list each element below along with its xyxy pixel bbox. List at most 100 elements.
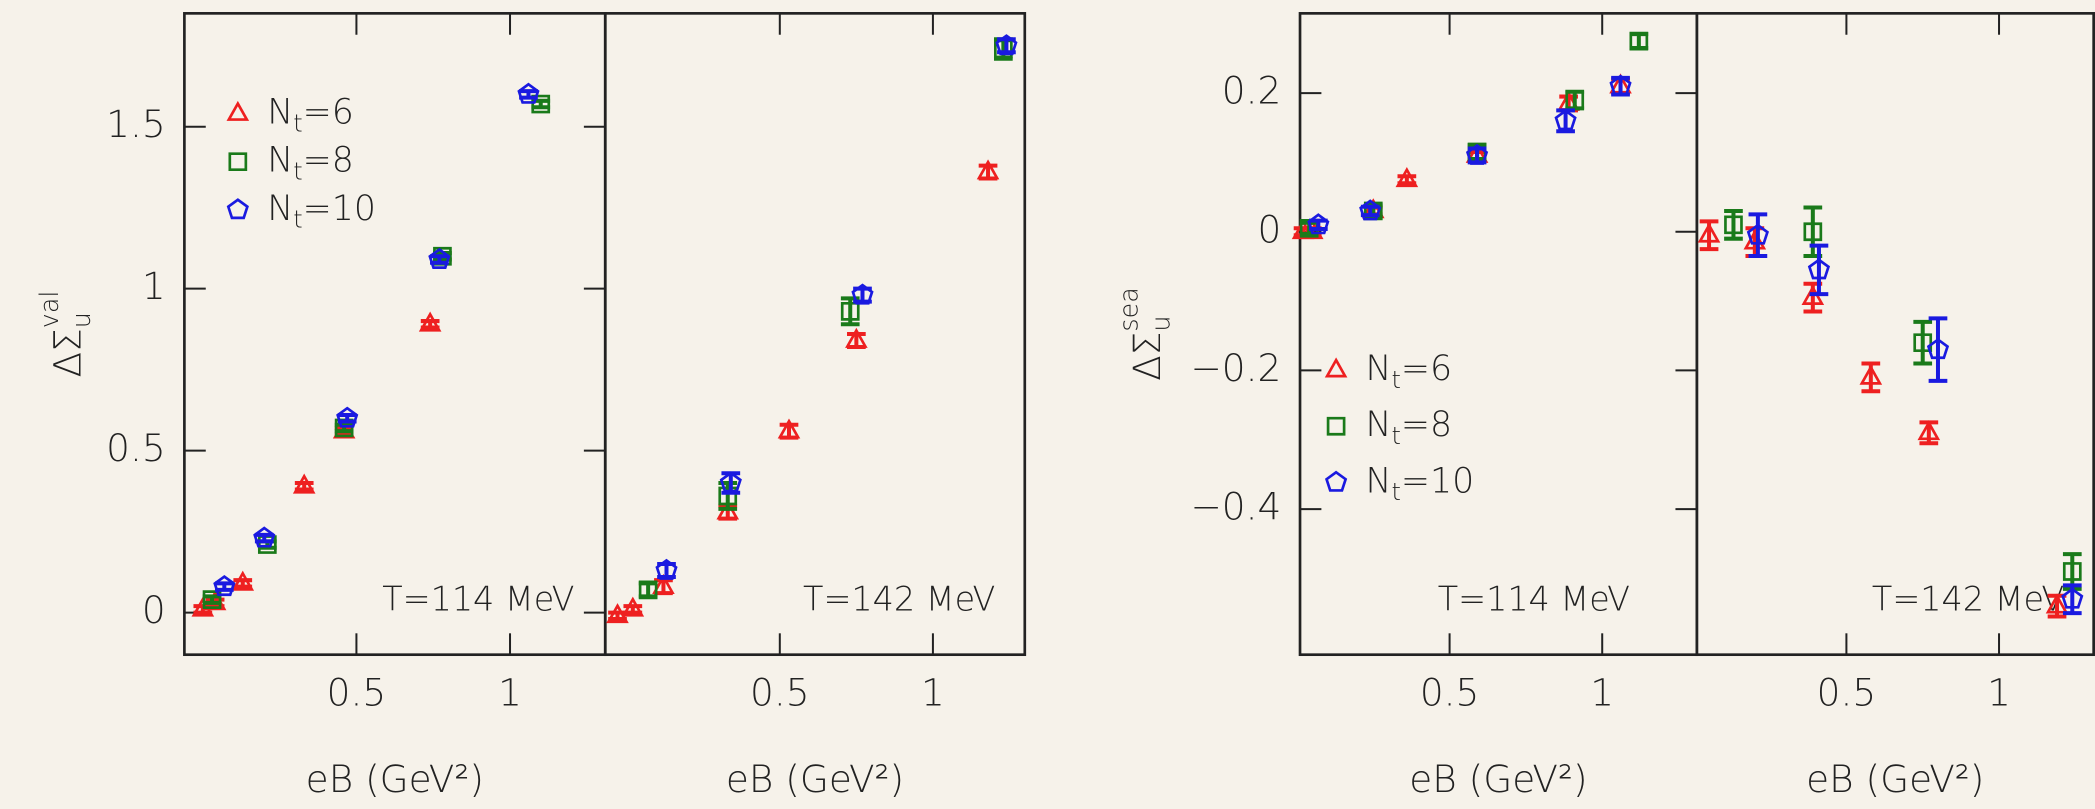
legend-marker [226,100,250,121]
y-axis-label: ΔΣusea [1113,287,1175,381]
marker [1917,420,1941,441]
plot-frame [1298,12,1699,657]
marker [1859,364,1883,385]
marker [1629,31,1649,51]
legend-text: N [1365,349,1391,389]
marker [2062,562,2082,581]
error-bar [202,594,222,605]
legend-text: =8 [1401,405,1452,445]
legend-label: Nt=10 [1365,461,1474,506]
annotation: T=114 MeV [382,580,574,619]
y-tick-label: −0.2 [1190,346,1281,390]
marker [253,526,276,548]
marker [1307,213,1330,235]
annotation: T=142 MeV [803,580,995,619]
marker [655,558,678,580]
legend-sub: t [1391,366,1400,394]
marker [433,246,452,266]
legend-text: =10 [1401,461,1474,501]
legend-marker [1324,357,1348,378]
marker [851,283,874,305]
marker [202,590,222,609]
legend-label: Nt=8 [267,141,354,186]
marker [292,473,316,494]
marker [1609,74,1632,96]
legend-sub: t [1391,422,1400,450]
y-tick-label: 1.5 [106,102,166,146]
legend-marker [1326,416,1346,436]
legend-text: =6 [303,93,354,133]
legend-label: Nt=10 [267,189,376,234]
marker [1746,223,1769,245]
marker [1465,143,1489,165]
legend-marker [226,198,249,220]
marker [638,580,658,600]
legend-label: Nt=6 [267,93,354,138]
marker [840,301,860,321]
x-axis-label: eB (GeV²) [726,757,904,801]
legend-text: N [1365,405,1391,445]
x-tick-label: 0.5 [1817,670,1877,714]
marker [719,471,742,493]
annotation: T=114 MeV [1438,580,1630,619]
legend-label: Nt=6 [1365,349,1452,394]
legend-sub: t [293,109,302,137]
x-tick-label: 1 [498,670,522,714]
marker [606,603,629,624]
x-axis-label: eB (GeV²) [306,757,484,801]
y-label-main: ΔΣ [1125,332,1169,381]
legend-sub: t [293,205,302,233]
marker [1554,109,1577,131]
marker [213,574,236,597]
x-tick-label: 1 [1590,670,1614,714]
legend-text: N [267,189,293,229]
error-bar [638,581,658,599]
marker [1803,222,1823,242]
legend-sub: t [1391,478,1400,506]
marker [995,34,1018,56]
marker [1395,167,1419,188]
marker [428,247,451,269]
legend-text: N [267,93,293,133]
x-tick-label: 1 [1987,670,2011,714]
marker [1359,199,1382,221]
legend-label: Nt=8 [1365,405,1452,450]
plot-frame [1695,12,2095,657]
marker [1565,90,1585,110]
marker [336,406,359,428]
error-bar [1913,319,1933,366]
legend-text: N [267,141,293,181]
y-label-sup: sea [1113,287,1143,331]
marker [517,82,540,104]
x-axis-label: eB (GeV²) [1806,757,1984,801]
marker [2061,587,2084,609]
x-tick-label: 0.5 [750,670,810,714]
y-tick-label: −0.4 [1190,485,1281,529]
marker [621,596,645,617]
y-tick-label: 1 [142,264,166,308]
marker [652,573,675,595]
x-tick-label: 0.5 [327,670,387,714]
marker [845,327,868,348]
marker [531,94,551,114]
marker [777,418,801,439]
y-label-sub: u [66,312,96,328]
plot-frame [183,12,607,657]
error-bar [1809,243,1829,297]
y-tick-label: 0 [142,588,166,632]
legend-text: =10 [303,189,376,229]
legend-text: =6 [1401,349,1452,389]
annotation: T=142 MeV [1872,580,2064,619]
y-tick-label: 0.5 [106,426,166,470]
marker [976,159,1000,180]
marker [231,570,255,591]
legend-text: =8 [303,141,354,181]
y-tick-label: 0.2 [1222,69,1282,113]
marker [418,311,442,332]
error-bar [1928,316,1948,383]
marker [1926,337,1950,360]
y-label-main: ΔΣ [45,328,89,377]
x-tick-label: 0.5 [1420,670,1480,714]
y-label-sup: val [34,291,64,329]
